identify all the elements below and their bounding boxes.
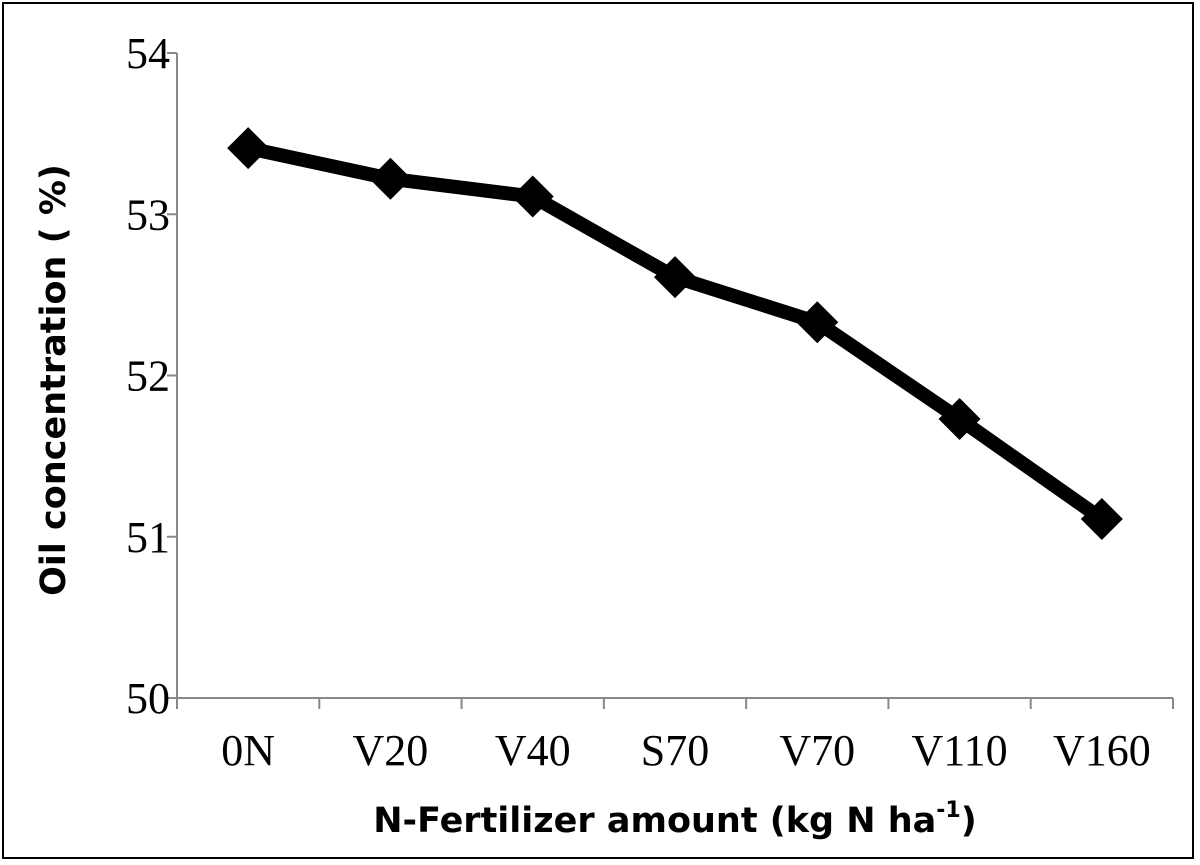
x-axis-title: N-Fertilizer amount (kg N ha-1) [373, 798, 976, 841]
x-axis-ticks: 0N V20 V40 S70 V70 V110 V160 [176, 698, 1174, 775]
y-axis-title: Oil concentration ( %) [34, 164, 74, 596]
y-tick-label: 51 [126, 513, 170, 562]
axes [176, 53, 1173, 699]
x-tick-label: V110 [911, 726, 1007, 775]
x-tick-label: V40 [495, 726, 571, 775]
data-point-marker [654, 256, 696, 299]
x-tick-label: S70 [641, 726, 709, 775]
data-point-marker [796, 301, 839, 344]
x-tick-label: V20 [353, 726, 429, 775]
data-point-marker [369, 157, 412, 200]
series-line [246, 141, 1106, 525]
x-axis-title-suffix: ) [961, 801, 977, 841]
data-point-marker [938, 398, 981, 441]
data-point-marker [511, 175, 554, 218]
y-axis-ticks: 50 51 52 53 54 [126, 29, 177, 723]
x-tick-label: V160 [1053, 726, 1151, 775]
x-axis-title-main: N-Fertilizer amount (kg N ha [373, 801, 936, 841]
x-tick-label: 0N [221, 726, 275, 775]
y-tick-label: 50 [126, 674, 170, 723]
y-tick-label: 54 [126, 29, 170, 78]
y-tick-label: 53 [126, 190, 170, 239]
data-point-marker [227, 127, 270, 170]
y-tick-label: 52 [126, 352, 170, 401]
series-layer [227, 127, 1123, 541]
data-point-marker [1080, 498, 1123, 541]
x-tick-label: V70 [779, 726, 855, 775]
x-axis-title-superscript: -1 [936, 798, 960, 823]
